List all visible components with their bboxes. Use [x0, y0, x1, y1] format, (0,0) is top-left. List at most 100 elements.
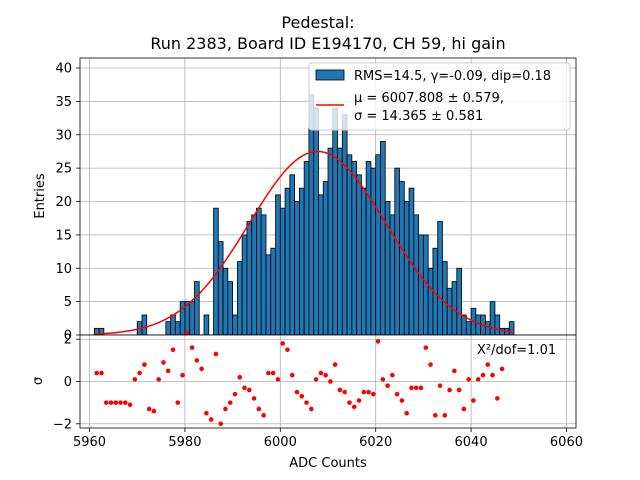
residual-point [137, 370, 142, 376]
residual-point [256, 406, 262, 412]
residual-point [442, 413, 448, 418]
histogram-bar [260, 214, 267, 336]
residual-point [127, 402, 133, 408]
residual-point [433, 413, 438, 418]
histogram-bar [370, 167, 377, 336]
x-tick-label: 6060 [550, 435, 583, 450]
residual-axes-frame [79, 334, 577, 429]
histogram-bar [256, 207, 262, 336]
residual-point [242, 385, 247, 391]
residual-point [199, 366, 204, 372]
histogram-y-tick-label: 10 [55, 262, 72, 277]
residual-point [294, 389, 300, 395]
residual-point [161, 360, 166, 365]
x-tick-label: 5980 [168, 435, 201, 450]
histogram-bar [294, 201, 300, 336]
residual-point [156, 377, 161, 382]
residual-point [371, 391, 376, 397]
histogram-bar [298, 187, 305, 336]
residual-point [132, 377, 138, 382]
histogram-bar [403, 201, 410, 336]
histogram-bar [275, 194, 281, 336]
residual-point [289, 372, 295, 378]
histogram-bar [236, 261, 243, 336]
histogram-bar [189, 301, 195, 336]
histogram-bar [427, 267, 434, 336]
histogram-bar [303, 161, 310, 336]
histogram-bar [332, 107, 338, 336]
histogram-bar [356, 174, 362, 336]
residual-point [456, 387, 462, 393]
histogram-y-tick-label: 5 [64, 295, 72, 310]
x-tick-label: 5960 [73, 435, 106, 450]
histogram-bar [394, 167, 400, 336]
residual-point [328, 379, 333, 384]
legend: RMS=14.5, γ=-0.09, dip=0.18 μ = 6007.808… [308, 62, 571, 131]
residual-point [380, 377, 386, 382]
residual-point [323, 372, 328, 378]
histogram-bar [241, 234, 248, 336]
residual-y-axis-label: σ [31, 377, 46, 385]
histogram-y-tick-label: 0 [64, 329, 72, 344]
histogram-bar [375, 154, 381, 336]
residual-point [452, 368, 457, 374]
histogram-bar [442, 261, 448, 336]
residual-point [361, 389, 367, 395]
residual-point [418, 385, 424, 391]
residual-point [318, 370, 324, 376]
residual-point [356, 398, 362, 403]
histogram-bar [489, 301, 496, 336]
residual-point [247, 387, 252, 393]
legend-box [308, 62, 571, 131]
histogram-bar [360, 187, 367, 336]
residual-point [309, 406, 314, 412]
legend-fit-label-mu: μ = 6007.808 ± 0.579, [354, 91, 504, 106]
x-tick-label: 6040 [455, 435, 488, 450]
histogram-y-tick-label: 15 [55, 228, 72, 243]
histogram-bar [365, 161, 372, 336]
legend-histogram-swatch [315, 69, 345, 81]
histogram-bar [475, 314, 482, 336]
residual-y-tick-label: 0 [64, 375, 72, 390]
residual-point [237, 374, 243, 380]
histogram-bar [279, 207, 286, 336]
histogram-bar [341, 114, 348, 336]
residual-point [447, 387, 452, 393]
histogram-bar [418, 234, 424, 336]
histogram-bar [456, 267, 462, 336]
residual-point [413, 385, 419, 391]
residual-point [146, 406, 152, 412]
residual-point [285, 347, 290, 353]
residual-point [261, 413, 266, 418]
legend-histogram-label: RMS=14.5, γ=-0.09, dip=0.18 [354, 69, 551, 84]
histogram-y-tick-label: 25 [55, 162, 72, 177]
residual-point [399, 398, 405, 403]
residual-point [394, 391, 400, 397]
residual-point [347, 400, 352, 405]
residual-point [337, 387, 343, 393]
histogram-y-tick-label: 35 [55, 95, 72, 110]
residual-point [471, 398, 476, 403]
residual-point [208, 417, 214, 422]
gaussian-fit-curve [94, 150, 515, 335]
histogram-bar [284, 187, 291, 336]
residual-point [342, 389, 347, 395]
histogram-bar [380, 141, 386, 336]
histogram-bar [308, 94, 315, 336]
histogram-bar [170, 314, 176, 336]
residual-point [495, 396, 500, 401]
legend-fit-label-sigma: σ = 14.365 ± 0.581 [354, 109, 483, 124]
histogram-bar [413, 214, 420, 336]
histogram-bar [437, 221, 443, 336]
residual-point [299, 393, 305, 399]
residual-point [428, 362, 433, 367]
histogram-bar [227, 281, 234, 336]
histogram-bar [313, 107, 319, 336]
residual-point [108, 400, 114, 405]
residual-point [266, 370, 271, 376]
histogram-bar [217, 241, 224, 336]
chi2-annotation: Χ²/dof=1.01 [477, 343, 556, 358]
histogram-y-axis-label: Entries [33, 173, 48, 219]
residual-point [165, 368, 171, 374]
histogram-bar [337, 147, 343, 336]
